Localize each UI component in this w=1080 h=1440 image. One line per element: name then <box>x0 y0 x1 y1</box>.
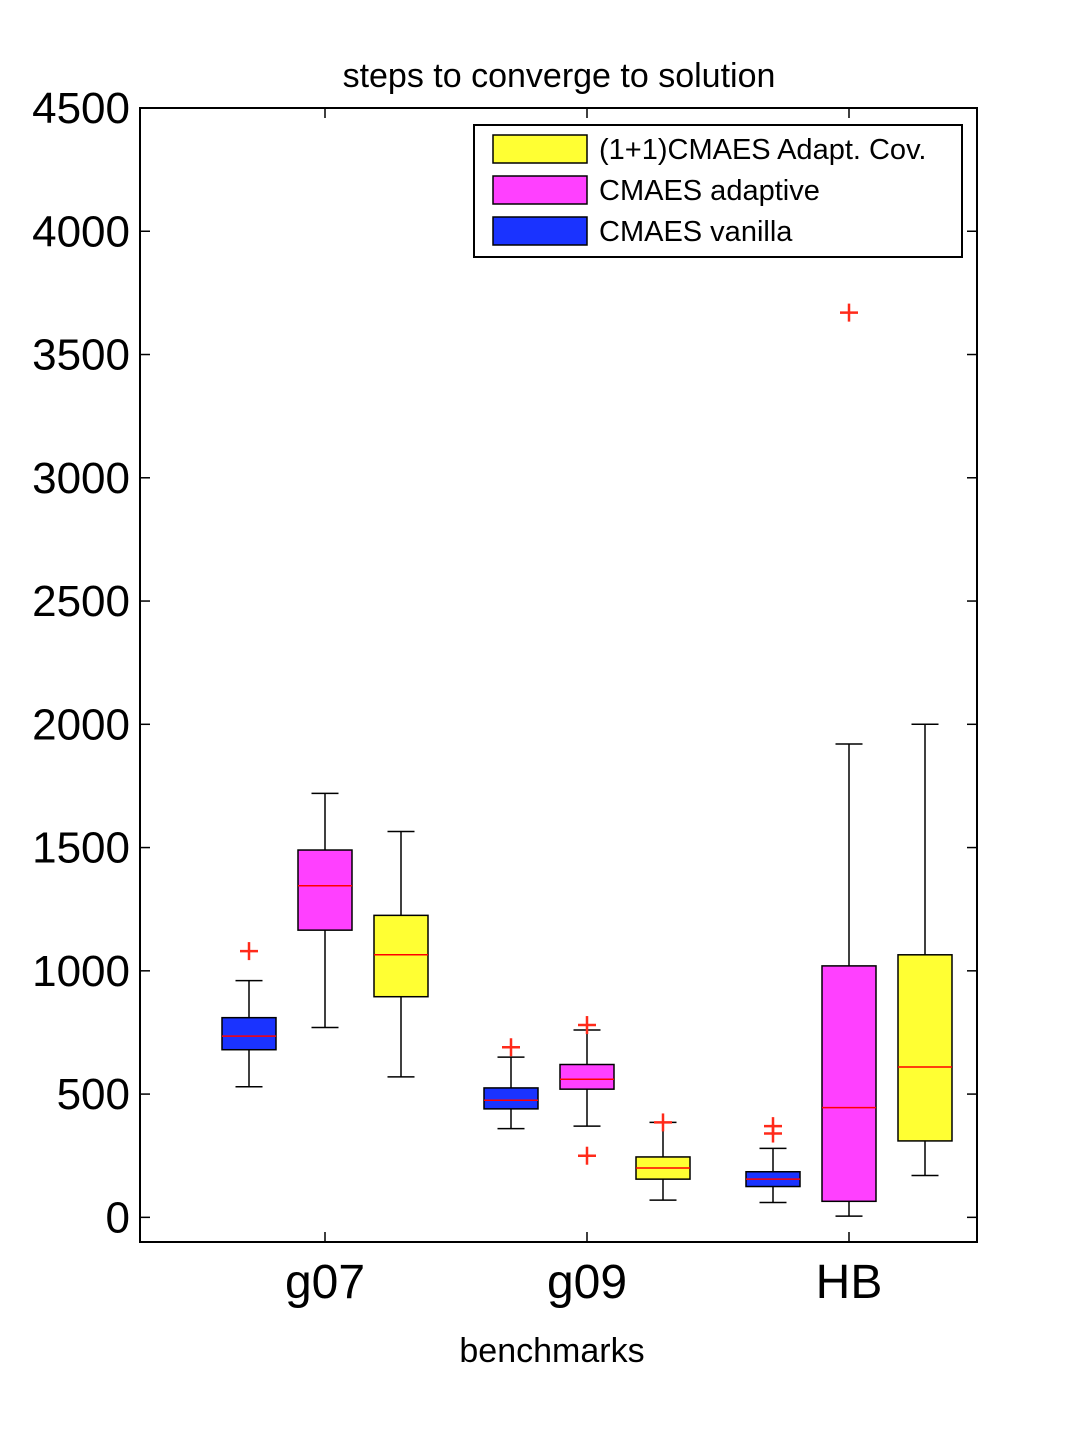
y-tick-label: 4000 <box>32 207 130 256</box>
x-axis-label: benchmarks <box>459 1332 644 1370</box>
box-series <box>221 942 801 1204</box>
x-tick-label: HB <box>816 1256 883 1309</box>
box <box>221 1016 277 1051</box>
y-tick-label: 500 <box>57 1070 130 1119</box>
box <box>373 914 429 998</box>
box <box>483 1087 539 1110</box>
box <box>897 954 953 1142</box>
box-series-group <box>221 303 953 1217</box>
legend-entry: (1+1)CMAES Adapt. Cov. <box>492 134 926 166</box>
legend-swatch <box>492 216 588 246</box>
outlier-marker <box>764 1117 782 1136</box>
outlier-marker <box>502 1038 520 1057</box>
legend-entry: CMAES vanilla <box>492 216 793 248</box>
legend-swatch <box>492 175 588 205</box>
outlier-marker <box>578 1016 596 1035</box>
legend-entry: CMAES adaptive <box>492 175 820 207</box>
legend-label: CMAES vanilla <box>599 216 793 248</box>
legend-swatch <box>492 134 588 164</box>
y-tick-label: 0 <box>106 1193 130 1242</box>
legend-label: CMAES adaptive <box>599 175 820 207</box>
chart-title: steps to converge to solution <box>343 57 776 95</box>
legend-label: (1+1)CMAES Adapt. Cov. <box>599 134 926 166</box>
outlier-marker <box>578 1146 596 1165</box>
y-axis: 0 500 1000 1500 2000 2500 3000 3500 4000 4500 <box>32 84 977 1242</box>
y-tick-label: 4500 <box>32 84 130 133</box>
y-tick-label: 3000 <box>32 454 130 503</box>
outlier-marker <box>840 303 858 322</box>
y-tick-label: 3500 <box>32 331 130 380</box>
y-tick-label: 1500 <box>32 824 130 873</box>
box-series <box>297 303 877 1217</box>
box <box>821 965 877 1203</box>
y-tick-label: 1000 <box>32 947 130 996</box>
box <box>559 1063 615 1090</box>
x-axis: g07 g09 HB <box>285 108 882 1309</box>
box <box>297 849 353 931</box>
y-tick-label: 2500 <box>32 577 130 626</box>
x-tick-label: g09 <box>547 1256 627 1309</box>
legend: (1+1)CMAES Adapt. Cov. CMAES adaptive CMAE… <box>473 124 963 258</box>
y-tick-label: 2000 <box>32 700 130 749</box>
x-tick-label: g07 <box>285 1256 365 1309</box>
box-series <box>373 723 953 1201</box>
outlier-marker <box>240 942 258 961</box>
outlier-marker <box>654 1113 672 1132</box>
